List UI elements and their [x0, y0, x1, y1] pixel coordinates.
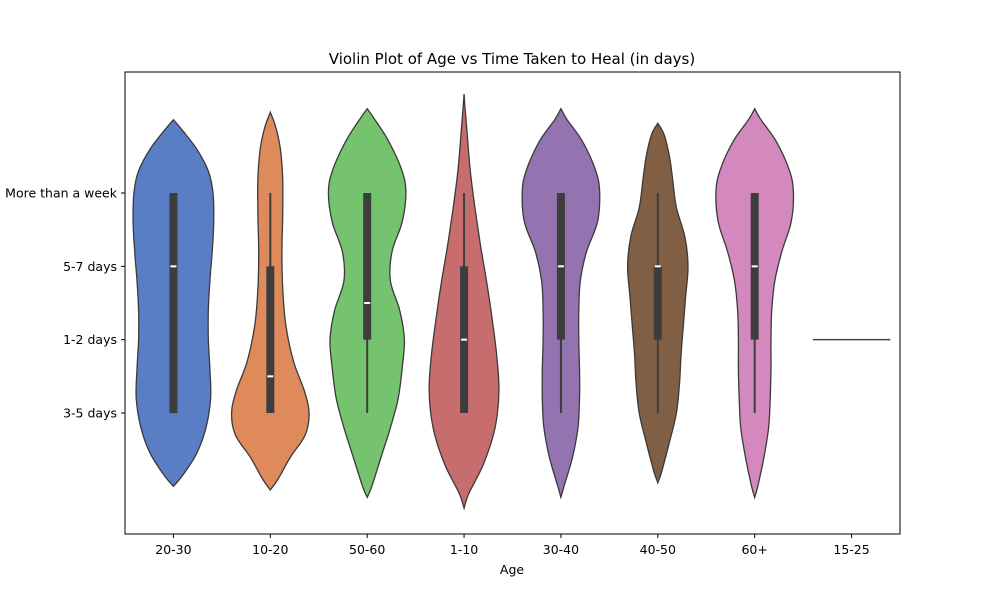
- x-axis-ticks: 20-30 10-20 50-60 1-10 30-40 40-50 60+ 15-25: [155, 534, 870, 557]
- x-tick-label: 1-10: [450, 542, 478, 557]
- y-tick-label: 3-5 days: [63, 406, 117, 421]
- violin-60-: [715, 107, 795, 500]
- violin-iqr-10-20: [266, 266, 275, 413]
- violin-10-20: [230, 110, 310, 492]
- x-axis-label: Age: [500, 562, 524, 577]
- x-tick-label: 60+: [741, 542, 767, 557]
- y-tick-label: 1-2 days: [63, 332, 117, 347]
- violin-iqr-50-60: [363, 193, 372, 340]
- y-tick-label: 5-7 days: [63, 259, 117, 274]
- violin-40-50: [626, 121, 689, 485]
- violins-layer: [132, 93, 891, 511]
- violin-iqr-40-50: [653, 266, 662, 340]
- x-tick-label: 10-20: [252, 542, 288, 557]
- violin-50-60: [327, 107, 407, 499]
- y-tick-label: More than a week: [5, 186, 118, 201]
- x-tick-label: 40-50: [640, 542, 676, 557]
- x-tick-label: 20-30: [155, 542, 191, 557]
- violin-1-10: [428, 93, 500, 511]
- violin-iqr-20-30: [169, 193, 178, 413]
- chart-title: Violin Plot of Age vs Time Taken to Heal…: [329, 50, 695, 68]
- plot-frame: [124, 71, 901, 535]
- x-tick-label: 15-25: [833, 542, 869, 557]
- y-axis-ticks: 3-5 days 1-2 days 5-7 days More than a week: [5, 186, 125, 421]
- violin-30-40: [521, 107, 601, 500]
- x-tick-label: 30-40: [543, 542, 579, 557]
- violin-20-30: [132, 118, 215, 488]
- x-tick-label: 50-60: [349, 542, 385, 557]
